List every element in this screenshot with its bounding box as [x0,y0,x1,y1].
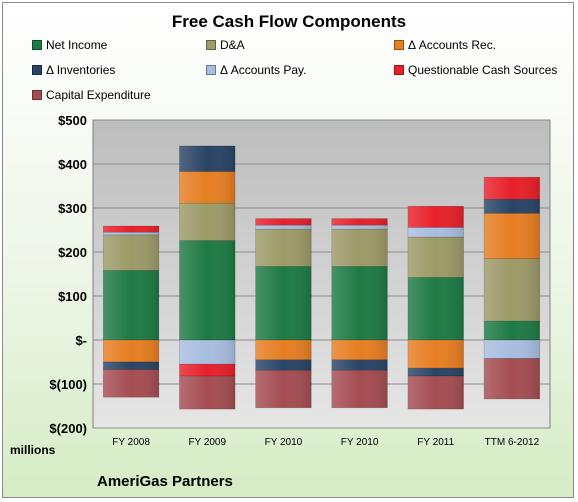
bar-segment-shading [255,218,312,226]
bar-segment-shading [255,359,312,371]
legend-swatch [32,65,42,75]
company-label: AmeriGas Partners [97,473,233,490]
bar-segment-shading [407,340,464,369]
legend-label: Δ Accounts Rec. [408,38,497,52]
bar-segment-shading [407,376,464,410]
y-tick-label: $(200) [49,421,87,436]
bar-segment-shading [103,234,159,271]
bar-segment-shading [103,340,159,362]
legend-swatch [394,40,404,50]
bar-segment-shading [103,270,159,340]
bar-segment-shading [331,340,388,360]
x-tick-label: FY 2009 [188,437,226,448]
bar-segment-shading [255,370,312,408]
bar-segment-shading [407,368,464,377]
bar-segment-shading [179,171,236,204]
bar-segment-shading [255,225,312,230]
bar-segment-shading [331,359,388,371]
bar-segment-shading [103,362,159,370]
bar-segment-shading [103,226,159,233]
bar-segment-shading [331,229,388,267]
bar-segment-shading [255,340,312,360]
bar-segment-shading [331,266,388,340]
bar-segment-shading [331,370,388,408]
bar-segment-shading [331,218,388,226]
y-tick-label: $- [75,333,87,348]
bar-segment-shading [484,340,540,359]
bar-segment-shading [179,145,236,172]
legend-label: Capital Expenditure [46,88,151,102]
bar-segment-shading [179,376,236,410]
y-tick-label: $300 [58,201,87,216]
legend-item: Questionable Cash Sources [394,63,557,77]
bar-segment-shading [255,229,312,267]
unit-label: millions [10,443,56,457]
legend-swatch [206,40,216,50]
plot-background [92,119,551,429]
y-tick-label: $(100) [49,377,87,392]
y-tick-label: $400 [58,157,87,172]
bar-segment-shading [179,340,236,365]
bar-segment-shading [484,213,540,259]
legend-item: Net Income [32,38,107,52]
legend-swatch [32,40,42,50]
legend-item: D&A [206,38,245,52]
bar-segment-shading [331,225,388,230]
y-tick-label: $100 [58,289,87,304]
bar-segment-shading [484,177,540,200]
x-tick-label: FY 2008 [112,437,150,448]
chart-title: Free Cash Flow Components [171,12,407,31]
bar-segment-shading [407,227,464,238]
bar-segment-shading [179,364,236,377]
bar-segment-shading [255,266,312,340]
bar-segment-shading [484,258,540,322]
bar-segment-shading [103,369,159,398]
bar-segment-shading [407,237,464,278]
legend-item: Δ Accounts Pay. [206,63,307,77]
legend-label: Δ Accounts Pay. [220,63,307,77]
legend-label: Questionable Cash Sources [408,63,558,77]
legend-label: D&A [220,38,245,52]
legend-item: Δ Inventories [32,63,115,77]
bar-segment-shading [484,199,540,214]
legend-item: Δ Accounts Rec. [394,38,496,52]
legend-label: Δ Inventories [46,63,116,77]
bar-segment-shading [407,277,464,340]
x-tick-label: FY 2011 [417,437,454,448]
legend-swatch [32,90,42,100]
bar-segment-shading [484,358,540,399]
y-tick-label: $500 [58,113,87,128]
legend-swatch [394,65,404,75]
legend-label: Net Income [46,38,108,52]
y-tick-label: $200 [58,245,87,260]
bar-segment-shading [179,240,236,340]
bar-segment-shading [103,232,159,235]
legend-swatch [206,65,216,75]
x-tick-label: FY 2010 [265,437,303,448]
x-tick-label: TTM 6-2012 [485,437,540,448]
legend-item: Capital Expenditure [32,88,151,102]
bar-segment-shading [407,206,464,228]
bar-segment-shading [484,321,540,340]
x-tick-label: FY 2010 [341,437,379,448]
bar-segment-shading [179,203,236,241]
